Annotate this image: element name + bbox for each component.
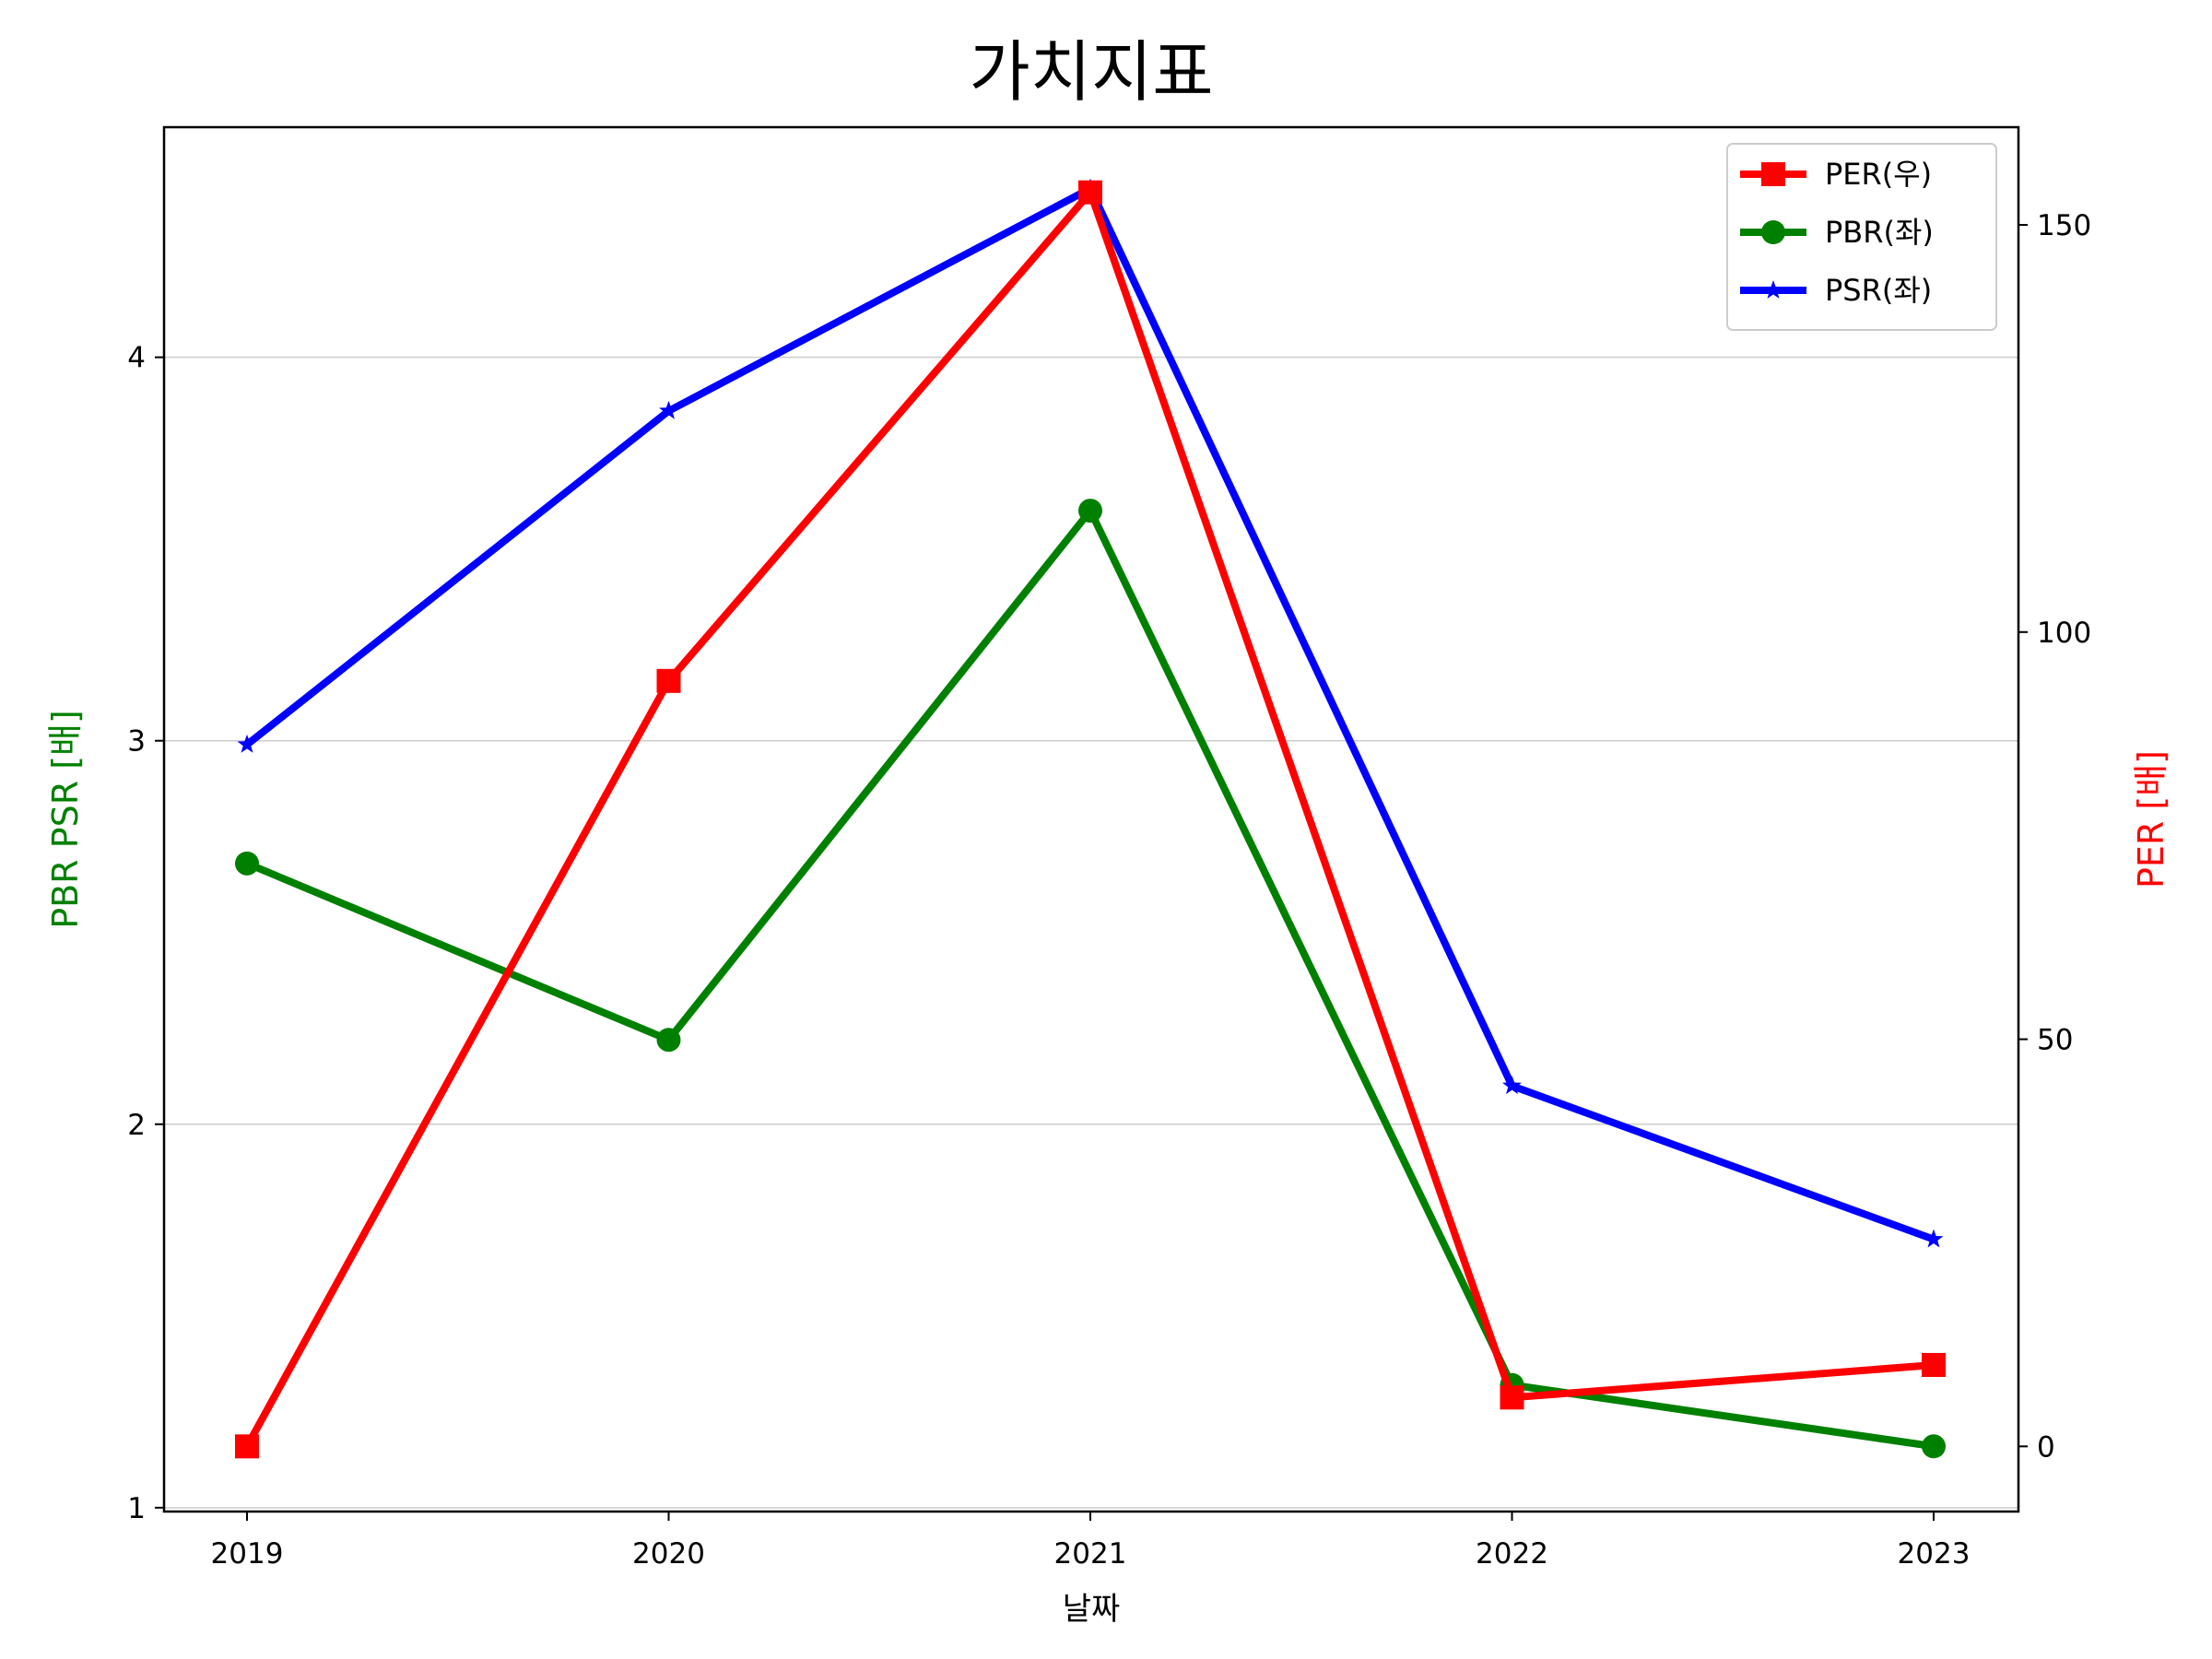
legend: PER(우) PBR(좌) PSR(좌) xyxy=(1726,143,1997,331)
legend-item-pbr: PBR(좌) xyxy=(1740,215,1934,250)
y-axis-right-title: PER [배] xyxy=(2131,750,2171,888)
legend-frame xyxy=(1726,143,1997,331)
data-point-per xyxy=(656,668,681,693)
y-right-tick-label: 100 xyxy=(2037,617,2091,650)
y-left-tick-label: 1 xyxy=(127,1492,146,1525)
y-left-tick-label: 4 xyxy=(127,342,146,375)
x-tick-label: 2023 xyxy=(1898,1537,1971,1571)
gridlines xyxy=(164,356,2018,1509)
x-tick-label: 2019 xyxy=(211,1537,284,1571)
legend-item-psr: PSR(좌) xyxy=(1740,273,1932,308)
data-point-pbr xyxy=(235,851,259,876)
y-right-tick-label: 0 xyxy=(2037,1430,2055,1464)
data-point-pbr xyxy=(1078,499,1102,524)
x-axis-title: 날짜 xyxy=(1063,1591,1121,1628)
axis-ticks: 1 2 3 4 0 50 100 150 2019 2020 2021 2022 2023 xyxy=(127,209,2091,1571)
legend-label: PBR(좌) xyxy=(1825,215,1934,250)
x-tick-label: 2021 xyxy=(1054,1537,1127,1571)
data-point-per xyxy=(235,1434,259,1459)
data-point-pbr xyxy=(656,1028,681,1053)
data-point-per xyxy=(1500,1385,1524,1410)
y-left-tick-label: 2 xyxy=(127,1109,146,1142)
y-left-tick-label: 3 xyxy=(127,725,146,759)
y-right-tick-label: 50 xyxy=(2037,1024,2073,1057)
y-axis-left-title: PBR PSR [배] xyxy=(45,710,86,929)
series-layer xyxy=(235,178,1946,1459)
data-point-per xyxy=(1078,180,1102,205)
series-per xyxy=(235,180,1946,1459)
data-point-pbr xyxy=(1922,1434,1946,1459)
y-right-tick-label: 150 xyxy=(2037,209,2091,242)
x-tick-label: 2020 xyxy=(632,1537,705,1571)
legend-marker xyxy=(1761,162,1785,186)
legend-label: PER(우) xyxy=(1825,157,1932,192)
data-point-psr xyxy=(237,734,257,753)
data-point-psr xyxy=(1924,1229,1944,1248)
data-point-per xyxy=(1922,1352,1946,1377)
x-tick-label: 2022 xyxy=(1476,1537,1548,1571)
chart-title: 가치지표 xyxy=(970,33,1214,111)
legend-label: PSR(좌) xyxy=(1825,273,1932,308)
legend-item-per: PER(우) xyxy=(1740,157,1932,192)
data-point-psr xyxy=(1502,1076,1522,1095)
legend-marker xyxy=(1763,280,1783,299)
legend-marker xyxy=(1761,220,1785,244)
data-point-psr xyxy=(659,400,678,419)
